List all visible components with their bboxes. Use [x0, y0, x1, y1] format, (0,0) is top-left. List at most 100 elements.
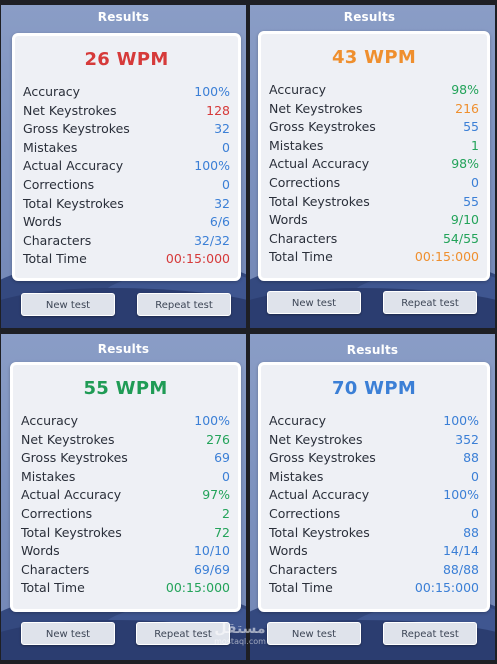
stat-label: Mistakes	[21, 468, 76, 484]
stat-value: 352	[455, 431, 479, 447]
stat-value: 276	[206, 431, 230, 447]
stat-label: Accuracy	[269, 413, 327, 428]
stat-row: Mistakes 0	[23, 139, 230, 157]
stat-label: Characters	[21, 561, 90, 577]
stat-label: Mistakes	[269, 137, 324, 153]
stat-label: Total Time	[23, 251, 87, 267]
stat-value: 32	[214, 121, 230, 137]
stat-value: 32/32	[193, 232, 230, 248]
results-panel-1: Results 26 WPM Accuracy 100% Net Keystroke…	[1, 5, 246, 328]
stat-label: Corrections	[269, 506, 341, 521]
new-test-button[interactable]: New test	[267, 291, 361, 314]
stat-row: Accuracy 100%	[269, 412, 479, 430]
stat-label: Characters	[23, 232, 92, 248]
stat-row: Corrections 0	[23, 176, 230, 194]
stat-value: 88	[463, 450, 479, 466]
stat-row: Total Keystrokes 32	[23, 195, 230, 213]
stat-row: Accuracy 100%	[21, 412, 230, 430]
stat-row: Accuracy 100%	[23, 83, 230, 101]
stat-label: Total Keystrokes	[269, 524, 370, 540]
stat-row: Characters 54/55	[269, 230, 479, 248]
results-title: Results	[346, 343, 399, 357]
stat-value: 100%	[194, 413, 230, 428]
stat-value: 128	[206, 102, 230, 118]
stat-label: Accuracy	[269, 82, 327, 97]
stat-value: 69	[214, 450, 230, 466]
watermark-logo: مستقل mostaql.com	[210, 622, 270, 646]
stat-label: Total Keystrokes	[23, 195, 124, 211]
results-title: Results	[97, 10, 150, 24]
stat-value: 100%	[194, 84, 230, 99]
stat-value: 00:15:000	[165, 251, 230, 267]
new-test-button[interactable]: New test	[267, 622, 361, 645]
stat-row: Mistakes 1	[269, 137, 479, 155]
stat-label: Corrections	[23, 177, 95, 192]
stat-value: 9/10	[450, 212, 479, 228]
stat-row: Net Keystrokes 128	[23, 102, 230, 120]
wpm-score: 70 WPM	[331, 378, 417, 399]
stat-label: Actual Accuracy	[23, 158, 124, 174]
stat-label: Words	[23, 214, 62, 230]
stat-row: Net Keystrokes 216	[269, 100, 479, 118]
stat-value: 88/88	[442, 561, 479, 577]
stat-row: Total Time 00:15:000	[269, 579, 479, 597]
stat-label: Words	[269, 212, 308, 228]
stat-value: 98%	[451, 82, 479, 97]
stat-row: Total Time 00:15:000	[23, 250, 230, 268]
stat-row: Net Keystrokes 352	[269, 431, 479, 449]
results-title: Results	[343, 10, 396, 24]
stat-label: Words	[269, 543, 308, 559]
stat-label: Net Keystrokes	[23, 102, 117, 118]
results-panel-4: Results 70 WPM Accuracy 100% Net Keystroke…	[250, 334, 495, 660]
new-test-button[interactable]: New test	[21, 293, 115, 316]
stat-value: 88	[463, 524, 479, 540]
stat-value: 72	[214, 524, 230, 540]
stat-value: 0	[222, 177, 230, 192]
results-card: 43 WPM Accuracy 98% Net Keystrokes 216 Gross…	[258, 31, 490, 281]
stat-row: Words 14/14	[269, 542, 479, 560]
stat-row: Words 10/10	[21, 542, 230, 560]
stat-row: Total Time 00:15:000	[269, 248, 479, 266]
stat-row: Actual Accuracy 97%	[21, 486, 230, 504]
stat-value: 00:15:000	[165, 580, 230, 596]
stat-value: 32	[214, 195, 230, 211]
stat-label: Characters	[269, 230, 338, 246]
results-card: 26 WPM Accuracy 100% Net Keystrokes 128 Gros…	[12, 33, 241, 281]
results-card: 55 WPM Accuracy 100% Net Keystrokes 276 Gros…	[10, 362, 241, 612]
stat-label: Net Keystrokes	[269, 100, 363, 116]
stat-row: Actual Accuracy 98%	[269, 155, 479, 173]
stat-value: 0	[222, 468, 230, 484]
watermark-logo-text: مستقل	[214, 621, 266, 637]
repeat-test-button[interactable]: Repeat test	[383, 622, 477, 645]
repeat-test-button[interactable]: Repeat test	[383, 291, 477, 314]
stat-label: Characters	[269, 561, 338, 577]
stat-row: Total Keystrokes 72	[21, 524, 230, 542]
stat-value: 0	[222, 139, 230, 155]
stat-label: Total Keystrokes	[21, 524, 122, 540]
results-title: Results	[97, 342, 150, 356]
stat-value: 69/69	[193, 561, 230, 577]
results-panel-3: Results 55 WPM Accuracy 100% Net Keystroke…	[1, 334, 246, 660]
stat-row: Gross Keystrokes 32	[23, 120, 230, 138]
stat-row: Characters 88/88	[269, 561, 479, 579]
repeat-test-button[interactable]: Repeat test	[136, 622, 230, 645]
stat-row: Gross Keystrokes 88	[269, 449, 479, 467]
stat-value: 10/10	[193, 543, 230, 559]
results-card: 70 WPM Accuracy 100% Net Keystrokes 352 Gros…	[258, 362, 490, 612]
repeat-test-button[interactable]: Repeat test	[137, 293, 231, 316]
stat-row: Gross Keystrokes 69	[21, 449, 230, 467]
stat-value: 55	[463, 119, 479, 135]
wpm-score: 55 WPM	[83, 378, 168, 399]
stat-value: 54/55	[442, 230, 479, 246]
stat-row: Actual Accuracy 100%	[269, 486, 479, 504]
stat-value: 216	[455, 100, 479, 116]
stat-label: Total Time	[21, 580, 85, 596]
stat-label: Total Keystrokes	[269, 193, 370, 209]
stat-row: Total Keystrokes 88	[269, 524, 479, 542]
stat-row: Corrections 0	[269, 174, 479, 192]
new-test-button[interactable]: New test	[21, 622, 115, 645]
stat-row: Words 6/6	[23, 213, 230, 231]
stat-label: Gross Keystrokes	[269, 119, 376, 135]
stat-value: 55	[463, 193, 479, 209]
wpm-score: 26 WPM	[84, 49, 169, 70]
